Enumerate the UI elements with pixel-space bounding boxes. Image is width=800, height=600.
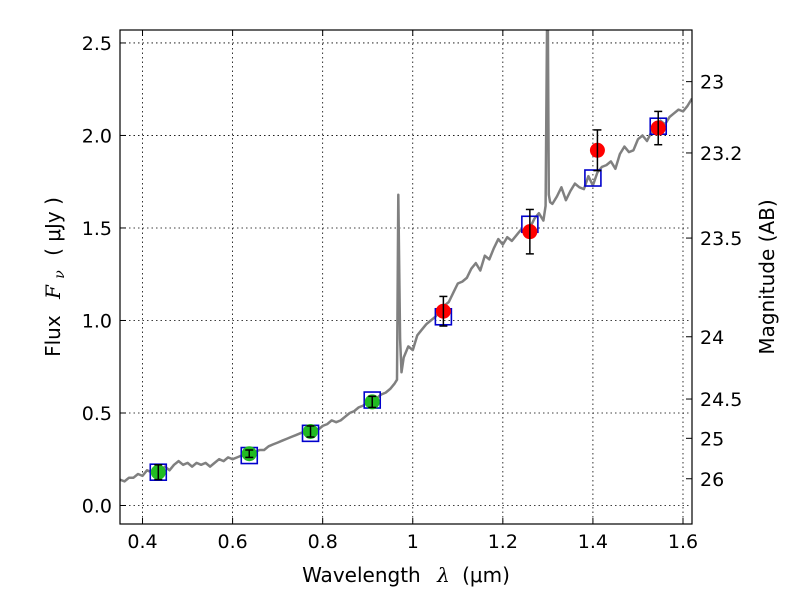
y-axis-label-unit: ( μJy )	[41, 197, 65, 256]
x-axis-label: Wavelength λ (μm)	[302, 563, 510, 587]
x-axis-label-symbol: λ	[436, 563, 450, 587]
y2-tick-label: 25	[700, 428, 724, 450]
x-tick-label: 1.6	[668, 531, 698, 553]
x-tick-label: 0.6	[217, 531, 247, 553]
plot-frame	[119, 29, 693, 525]
y-tick-label: 0.0	[82, 495, 112, 517]
y2-axis-label: Magnitude (AB)	[755, 199, 779, 354]
y-axis-label: Flux F ν ( μJy )	[41, 197, 69, 357]
y2-tick-label: 23	[700, 72, 724, 94]
marker-layer	[149, 110, 668, 481]
spectrum-line	[120, 30, 692, 483]
y-axis-label-subscript: ν	[52, 270, 68, 279]
x-axis-label-text: Wavelength	[302, 563, 421, 587]
tick-labels: 0.4 0.6 0.8 1 1.2 1.4 1.6 0.0 0.5 1.0 1.5 2.0 2.5 23 2…	[82, 33, 743, 553]
x-tick-label: 0.8	[308, 531, 338, 553]
y-tick-label: 1.0	[82, 310, 112, 332]
y2-tick-label: 24.5	[700, 389, 742, 411]
y2-tick-label: 23.5	[700, 228, 742, 250]
y-axis-label-text: Flux	[41, 315, 65, 357]
y-tick-label: 2.5	[82, 33, 112, 55]
y-tick-label: 0.5	[82, 403, 112, 425]
y-tick-label: 1.5	[82, 218, 112, 240]
x-axis-label-unit: (μm)	[462, 563, 510, 587]
x-tick-label: 0.4	[127, 531, 157, 553]
ticks	[120, 30, 692, 524]
x-tick-label: 1.4	[578, 531, 608, 553]
y2-tick-label: 23.2	[700, 143, 742, 165]
y2-tick-label: 26	[700, 469, 724, 491]
x-tick-label: 1.2	[488, 531, 518, 553]
y-axis-label-symbol: F	[41, 284, 65, 300]
model-square	[584, 169, 602, 187]
y2-tick-label: 24	[700, 327, 724, 349]
spectrum-layer	[120, 30, 692, 483]
grid	[120, 30, 692, 524]
x-tick-label: 1	[407, 531, 419, 553]
y-tick-label: 2.0	[82, 125, 112, 147]
